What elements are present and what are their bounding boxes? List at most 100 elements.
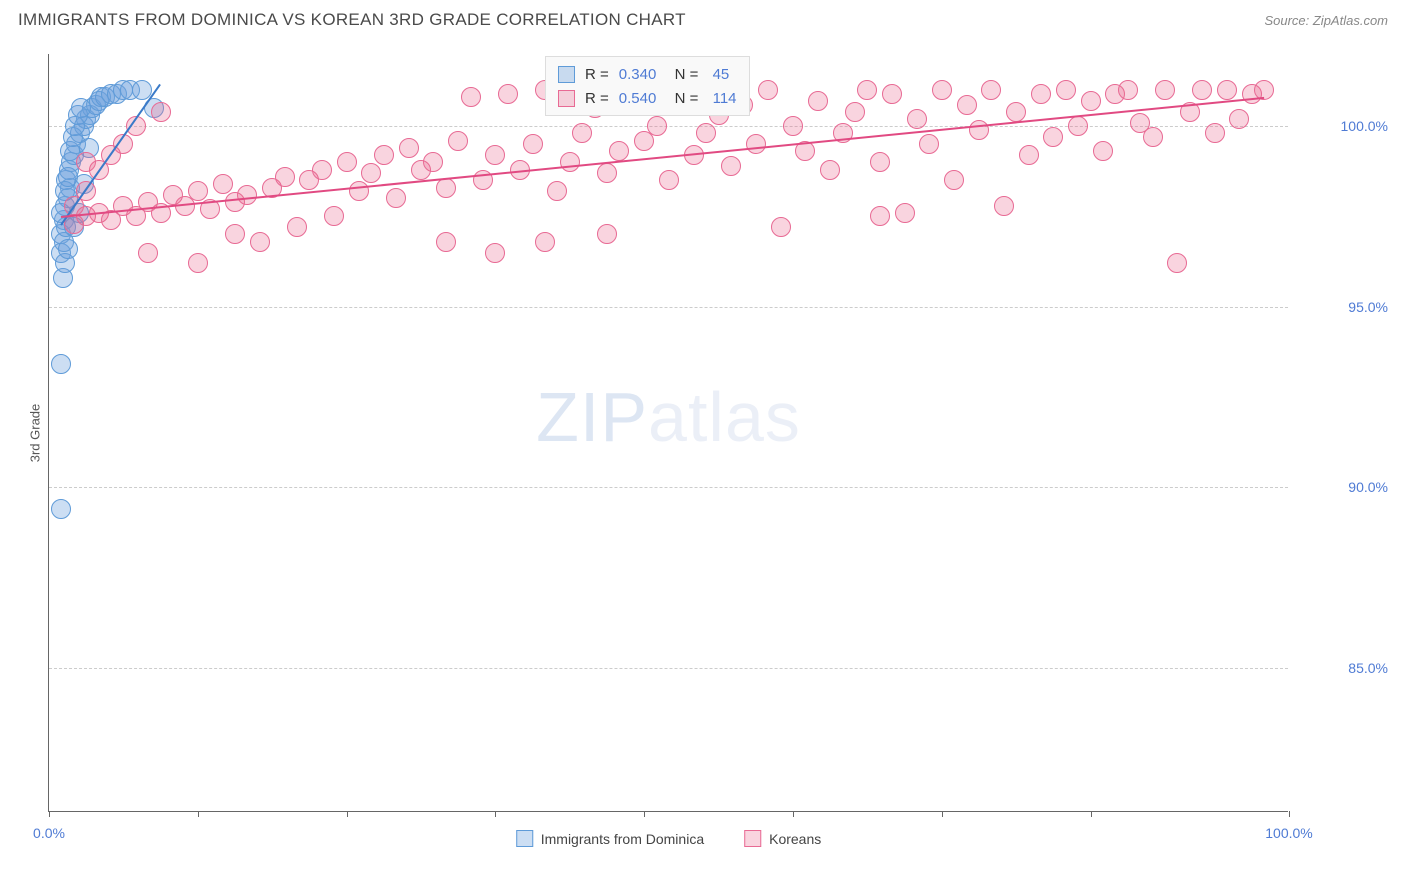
scatter-point [51,499,71,519]
y-tick-label: 100.0% [1341,118,1388,134]
scatter-point [1031,84,1051,104]
legend-r-value: 0.540 [619,90,657,107]
scatter-point [870,206,890,226]
scatter-point [213,174,233,194]
scatter-point [969,120,989,140]
scatter-point [1155,80,1175,100]
scatter-point [1217,80,1237,100]
scatter-point [498,84,518,104]
scatter-point [597,224,617,244]
scatter-point [349,181,369,201]
scatter-point [783,116,803,136]
scatter-point [597,163,617,183]
grid-line [49,126,1288,127]
scatter-point [758,80,778,100]
scatter-point [870,152,890,172]
y-tick-label: 95.0% [1348,299,1388,315]
scatter-point [138,243,158,263]
scatter-point [76,152,96,172]
legend-row: R = 0.540 N = 114 [558,86,737,110]
legend-r-value: 0.340 [619,66,657,83]
scatter-point [448,131,468,151]
scatter-point [1118,80,1138,100]
scatter-point [535,232,555,252]
scatter-point [523,134,543,154]
watermark-zip: ZIP [536,378,648,456]
chart-title: IMMIGRANTS FROM DOMINICA VS KOREAN 3RD G… [18,10,686,30]
scatter-point [337,152,357,172]
scatter-point [696,123,716,143]
scatter-point [1081,91,1101,111]
scatter-point [361,163,381,183]
x-tick-mark [1091,811,1092,817]
scatter-point [560,152,580,172]
legend-series-name: Koreans [769,831,821,847]
scatter-point [485,243,505,263]
chart-source: Source: ZipAtlas.com [1264,13,1388,28]
scatter-point [919,134,939,154]
scatter-point [1093,141,1113,161]
scatter-point [721,156,741,176]
legend-n-value: 114 [708,90,736,107]
grid-line [49,307,1288,308]
x-tick-mark [793,811,794,817]
scatter-point [981,80,1001,100]
scatter-point [374,145,394,165]
scatter-point [1229,109,1249,129]
x-tick-mark [495,811,496,817]
chart-container: 3rd Grade ZIPatlas Immigrants from Domin… [18,42,1388,834]
watermark-atlas: atlas [648,378,801,456]
legend-r-label: R = [585,90,609,107]
legend-swatch [558,90,575,107]
scatter-point [1019,145,1039,165]
scatter-point [461,87,481,107]
scatter-point [907,109,927,129]
y-tick-label: 85.0% [1348,660,1388,676]
legend-n-label: N = [666,90,698,107]
scatter-point [932,80,952,100]
bottom-legend: Immigrants from Dominica Koreans [516,830,822,847]
scatter-point [237,185,257,205]
legend-swatch [516,830,533,847]
scatter-point [275,167,295,187]
scatter-point [250,232,270,252]
scatter-point [436,232,456,252]
scatter-point [1006,102,1026,122]
scatter-point [312,160,332,180]
legend-row: R = 0.340 N = 45 [558,62,737,86]
scatter-point [659,170,679,190]
scatter-point [188,181,208,201]
scatter-point [746,134,766,154]
grid-line [49,487,1288,488]
grid-line [49,668,1288,669]
scatter-point [399,138,419,158]
scatter-point [386,188,406,208]
scatter-point [51,354,71,374]
legend-swatch [558,66,575,83]
scatter-point [609,141,629,161]
scatter-point [820,160,840,180]
x-tick-mark [347,811,348,817]
scatter-point [771,217,791,237]
x-tick-mark [49,811,50,817]
y-axis-label: 3rd Grade [28,403,43,462]
scatter-point [71,98,91,118]
scatter-point [1192,80,1212,100]
legend-r-label: R = [585,66,609,83]
scatter-point [957,95,977,115]
x-tick-mark [1289,811,1290,817]
scatter-point [808,91,828,111]
scatter-point [1056,80,1076,100]
scatter-point [188,253,208,273]
scatter-point [857,80,877,100]
scatter-point [151,102,171,122]
scatter-point [845,102,865,122]
scatter-point [58,239,78,259]
x-tick-label: 100.0% [1265,825,1312,841]
scatter-point [994,196,1014,216]
scatter-point [1068,116,1088,136]
legend-item: Immigrants from Dominica [516,830,704,847]
scatter-point [1143,127,1163,147]
scatter-point [485,145,505,165]
scatter-point [1205,123,1225,143]
